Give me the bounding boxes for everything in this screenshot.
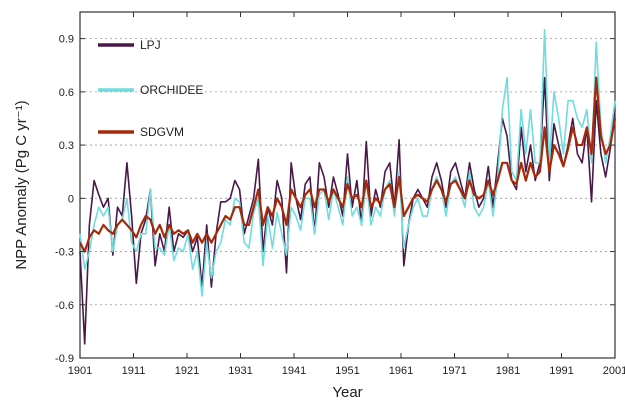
- x-tick-label: 1901: [68, 365, 92, 377]
- x-tick-label: 1941: [282, 365, 306, 377]
- x-tick-label: 1911: [122, 365, 146, 377]
- x-tick-label: 1961: [389, 365, 413, 377]
- legend-label-lpj: LPJ: [140, 38, 161, 52]
- y-tick-label: 0: [68, 193, 74, 205]
- axis-ticks: -0.9 -0.6 -0.3 0 0.3 0.6 0.9 1901 1911 1921 1931 19…: [55, 12, 625, 377]
- y-tick-label: 0.9: [59, 34, 74, 46]
- y-tick-label: -0.9: [55, 353, 74, 365]
- x-tick-label: 2001: [603, 365, 625, 377]
- y-tick-label: -0.3: [55, 247, 74, 259]
- series-line-sdgvm: [79, 76, 617, 253]
- y-tick-label: 0.6: [59, 87, 74, 99]
- x-tick-label: 1951: [335, 365, 359, 377]
- x-tick-label: 1991: [549, 365, 573, 377]
- y-axis-title: NPP Anomaly (Pg C yr⁻¹): [13, 100, 30, 269]
- x-tick-label: 1931: [228, 365, 252, 377]
- legend-label-sdgvm: SDGVM: [140, 125, 184, 139]
- x-tick-label: 1921: [175, 365, 199, 377]
- x-axis-title: Year: [332, 384, 362, 401]
- legend: LPJ ORCHIDEE SDGVM: [98, 38, 203, 139]
- series-layer: [79, 28, 617, 345]
- y-tick-label: -0.6: [55, 300, 74, 312]
- x-tick-label: 1981: [496, 365, 520, 377]
- series-line-lpj: [79, 76, 616, 345]
- legend-label-orchidee: ORCHIDEE: [140, 83, 203, 97]
- x-tick-label: 1971: [442, 365, 466, 377]
- y-tick-label: 0.3: [59, 140, 74, 152]
